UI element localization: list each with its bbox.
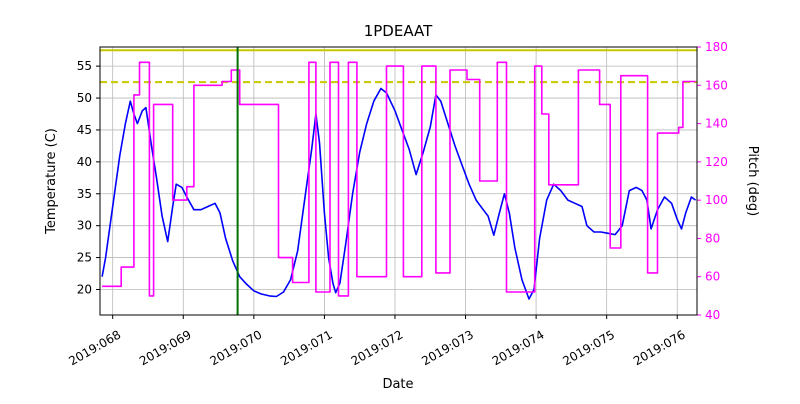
y-axis-label-right: Pitch (deg) <box>745 146 760 216</box>
y-tick-label-right: 180 <box>705 40 728 54</box>
y-tick-label-right: 40 <box>705 308 720 322</box>
y-tick-label-right: 140 <box>705 117 728 131</box>
y-tick-label-left: 50 <box>77 91 92 105</box>
y-tick-label-left: 30 <box>77 219 92 233</box>
y-tick-label-right: 100 <box>705 193 728 207</box>
plot-border <box>99 46 698 316</box>
y-tick-label-left: 45 <box>77 123 92 137</box>
chart-title: 1PDEAAT <box>364 22 433 40</box>
y-tick-label-left: 20 <box>77 282 92 296</box>
y-tick-label-right: 160 <box>705 78 728 92</box>
y-tick-label-left: 40 <box>77 155 92 169</box>
y-tick-label-left: 55 <box>77 59 92 73</box>
grid-lines <box>100 47 697 315</box>
y-tick-label-right: 60 <box>705 270 720 284</box>
y-tick-label-right: 80 <box>705 231 720 245</box>
y-tick-label-left: 35 <box>77 187 92 201</box>
x-axis-label: Date <box>382 377 413 392</box>
pitch-line <box>102 61 696 297</box>
y-axis-label-left: Temperature (C) <box>44 128 59 235</box>
y-tick-label-left: 25 <box>77 251 92 265</box>
y-tick-label-right: 120 <box>705 155 728 169</box>
data-series <box>100 47 697 315</box>
plot-background <box>100 47 697 315</box>
